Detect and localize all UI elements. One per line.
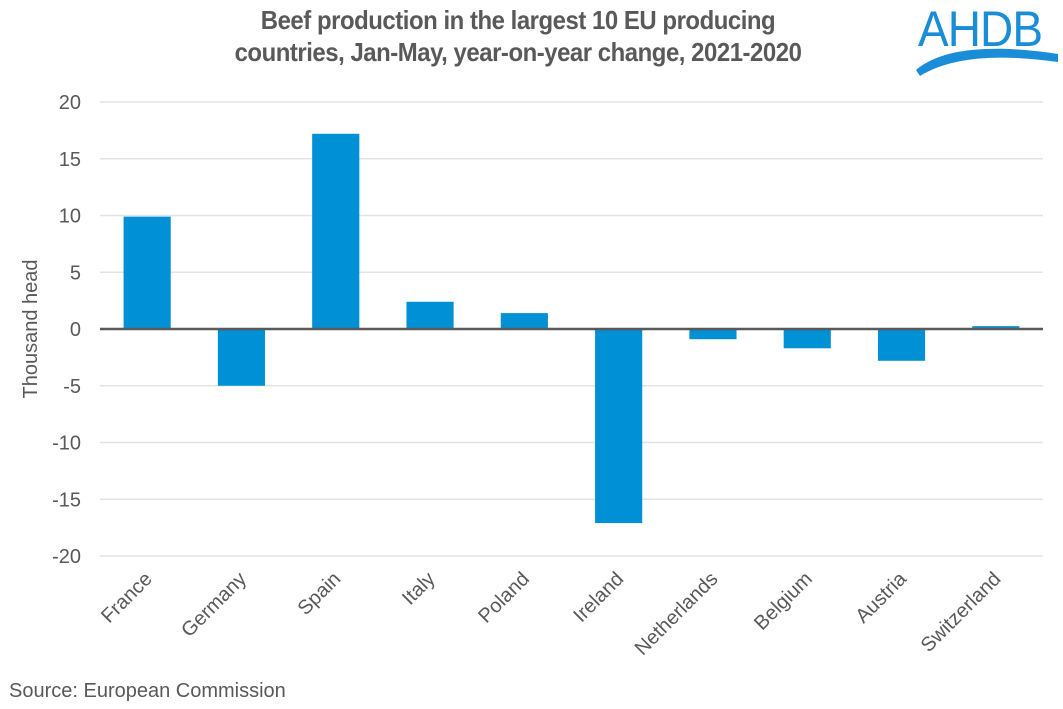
x-tick-labels: France Germany Spain Italy Poland Ireland Neth… [97, 567, 1005, 659]
bar-belgium [783, 329, 831, 349]
source-note: Source: European Commission [9, 680, 286, 702]
chart-title-line-2: countries, Jan-May, year-on-year change,… [234, 37, 802, 67]
bars [123, 133, 1020, 524]
y-tick-label: -10 [52, 433, 81, 455]
bar-poland [500, 313, 548, 329]
x-tick-label: Spain [294, 568, 346, 620]
y-tick-label: -20 [52, 546, 81, 568]
x-tick-label: Poland [474, 568, 534, 628]
bar-netherlands [689, 329, 737, 340]
bar-switzerland [972, 326, 1020, 329]
chart-title-line-1: Beef production in the largest 10 EU pro… [260, 5, 776, 35]
x-tick-label: Netherlands [631, 568, 723, 660]
x-tick-label: Italy [398, 568, 439, 609]
y-tick-label: 0 [70, 319, 81, 341]
bar-germany [217, 329, 266, 386]
logo-wave-icon [916, 48, 1058, 76]
x-tick-label: Germany [177, 568, 251, 642]
bar-austria [877, 329, 926, 361]
bar-france [123, 216, 171, 329]
x-tick-label: Austria [852, 567, 912, 627]
x-tick-label: Switzerland [917, 568, 1006, 657]
ahdb-logo: AHDB [912, 1, 1060, 76]
y-tick-label: 5 [70, 262, 81, 284]
y-tick-label: 20 [59, 92, 81, 114]
bar-ireland [595, 329, 643, 524]
x-tick-label: Belgium [750, 568, 817, 635]
chart-title: Beef production in the largest 10 EU pro… [152, 4, 884, 68]
y-tick-label: -5 [63, 376, 81, 398]
y-tick-label: 10 [59, 206, 81, 228]
logo-text: AHDB [918, 1, 1043, 57]
y-tick-label: -15 [52, 489, 81, 511]
y-axis-title: Thousand head [20, 259, 42, 398]
x-tick-label: Ireland [569, 568, 628, 627]
x-tick-label: France [97, 568, 157, 628]
bar-spain [312, 133, 360, 329]
y-tick-labels: 20 15 10 5 0 -5 -10 -15 -20 [52, 92, 81, 568]
bar-italy [406, 301, 454, 329]
y-tick-label: 15 [59, 149, 81, 171]
